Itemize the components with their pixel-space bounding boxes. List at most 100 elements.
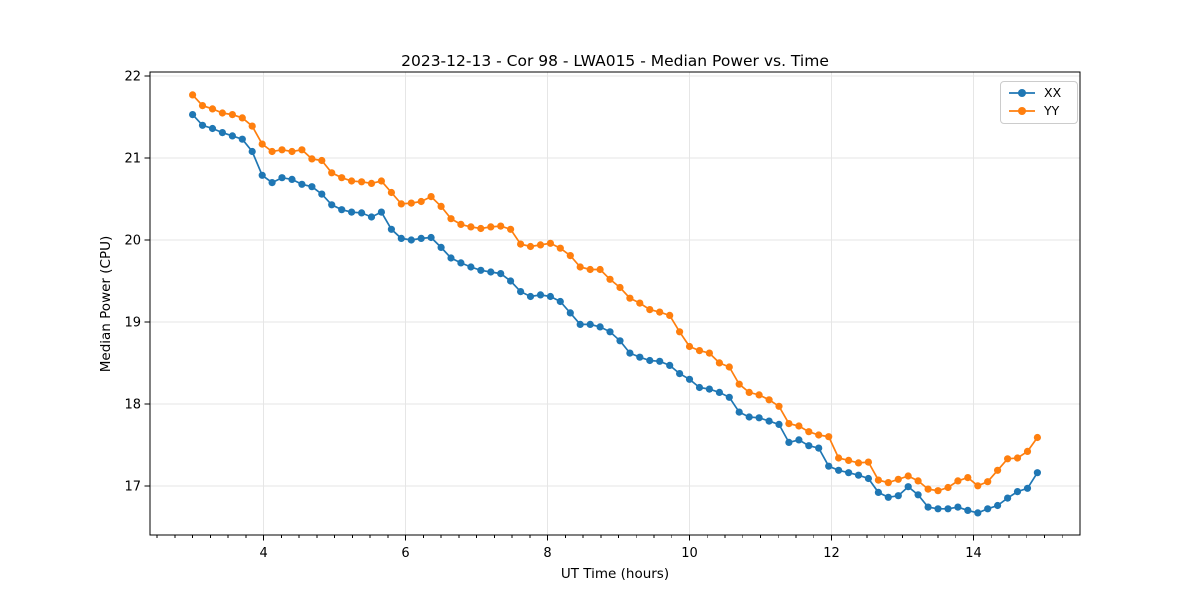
data-point-xx	[308, 183, 316, 191]
data-point-yy	[278, 146, 286, 154]
data-point-yy	[914, 477, 922, 485]
data-point-xx	[507, 277, 515, 285]
data-point-yy	[258, 140, 266, 148]
data-point-yy	[755, 391, 763, 399]
data-point-yy	[636, 299, 644, 307]
y-tick-label: 19	[124, 315, 141, 330]
data-point-yy	[775, 402, 783, 410]
data-point-xx	[1004, 494, 1012, 502]
data-point-xx	[685, 375, 694, 383]
data-point-xx	[596, 323, 604, 331]
data-point-xx	[974, 509, 982, 517]
data-point-xx	[536, 291, 545, 299]
data-point-xx	[785, 438, 793, 446]
data-point-xx	[318, 190, 326, 198]
data-point-xx	[248, 147, 256, 156]
data-point-yy	[785, 420, 793, 428]
data-point-xx	[984, 505, 992, 513]
plot-area: 4 6 8 10 12 14 17 18 19 20 21 22	[124, 70, 1081, 561]
data-point-xx	[874, 488, 883, 496]
data-point-yy	[328, 169, 336, 177]
data-point-xx	[208, 124, 217, 133]
data-point-xx	[825, 462, 833, 470]
data-point-xx	[695, 383, 704, 392]
data-point-yy	[854, 459, 863, 467]
data-point-yy	[308, 155, 316, 163]
data-point-xx	[417, 234, 425, 242]
legend-item-xx: XX	[1008, 85, 1069, 100]
data-point-xx	[715, 388, 724, 396]
data-point-yy	[666, 311, 674, 319]
data-point-xx	[367, 213, 376, 221]
x-tick-label: 14	[965, 546, 982, 561]
data-point-xx	[238, 135, 246, 143]
data-point-yy	[556, 244, 564, 252]
y-tick-label: 21	[124, 152, 141, 167]
data-point-yy	[367, 179, 376, 187]
data-point-xx	[964, 506, 972, 514]
data-point-yy	[656, 308, 664, 316]
data-point-xx	[835, 466, 843, 474]
x-axis-label: UT Time (hours)	[561, 566, 669, 582]
data-point-xx	[387, 225, 395, 233]
data-point-yy	[268, 147, 276, 156]
data-point-yy	[198, 102, 207, 110]
data-point-xx	[546, 292, 555, 301]
data-point-xx	[944, 505, 952, 513]
data-point-yy	[358, 178, 366, 186]
data-point-yy	[974, 482, 982, 490]
data-point-yy	[228, 111, 236, 119]
data-point-xx	[348, 208, 356, 216]
data-point-xx	[676, 370, 684, 378]
data-point-xx	[377, 208, 385, 216]
axes-frame	[149, 71, 1081, 536]
data-point-xx	[745, 413, 753, 421]
data-point-xx	[218, 129, 226, 137]
data-point-xx	[288, 175, 296, 183]
data-point-yy	[676, 328, 684, 336]
y-tick-label: 18	[124, 397, 141, 412]
data-point-xx	[487, 268, 495, 276]
legend-line-marker-icon	[1009, 89, 1035, 98]
data-point-yy	[944, 483, 952, 492]
data-point-xx	[338, 206, 346, 214]
data-point-xx	[576, 320, 584, 328]
data-point-xx	[278, 174, 286, 182]
data-point-xx	[934, 505, 942, 513]
data-point-xx	[954, 503, 962, 511]
data-point-xx	[646, 356, 654, 365]
data-point-xx	[755, 414, 763, 422]
data-point-yy	[1023, 447, 1032, 455]
data-point-xx	[189, 111, 197, 119]
data-point-yy	[685, 342, 694, 351]
data-point-xx	[616, 337, 624, 345]
data-point-yy	[387, 188, 395, 197]
data-point-yy	[765, 396, 773, 404]
data-point-xx	[1023, 484, 1032, 492]
data-point-xx	[526, 292, 535, 301]
data-point-yy	[695, 347, 704, 355]
data-point-xx	[437, 243, 445, 251]
data-point-xx	[924, 503, 932, 511]
x-tick-label: 6	[401, 546, 409, 561]
data-point-yy	[546, 239, 555, 247]
data-point-yy	[894, 475, 902, 483]
data-point-yy	[397, 200, 405, 208]
data-point-yy	[795, 422, 803, 430]
data-point-yy	[318, 156, 326, 165]
data-point-yy	[725, 363, 733, 371]
data-point-yy	[646, 306, 654, 314]
data-point-yy	[616, 283, 624, 292]
data-point-yy	[864, 458, 873, 466]
legend-label: XX	[1044, 85, 1062, 100]
data-point-xx	[626, 349, 634, 357]
data-point-yy	[705, 349, 714, 357]
x-tick-label: 12	[823, 546, 840, 561]
data-point-yy	[735, 380, 743, 388]
data-point-yy	[825, 433, 833, 441]
legend-item-yy: YY	[1008, 104, 1069, 118]
data-point-yy	[189, 91, 197, 99]
data-point-yy	[984, 478, 992, 486]
